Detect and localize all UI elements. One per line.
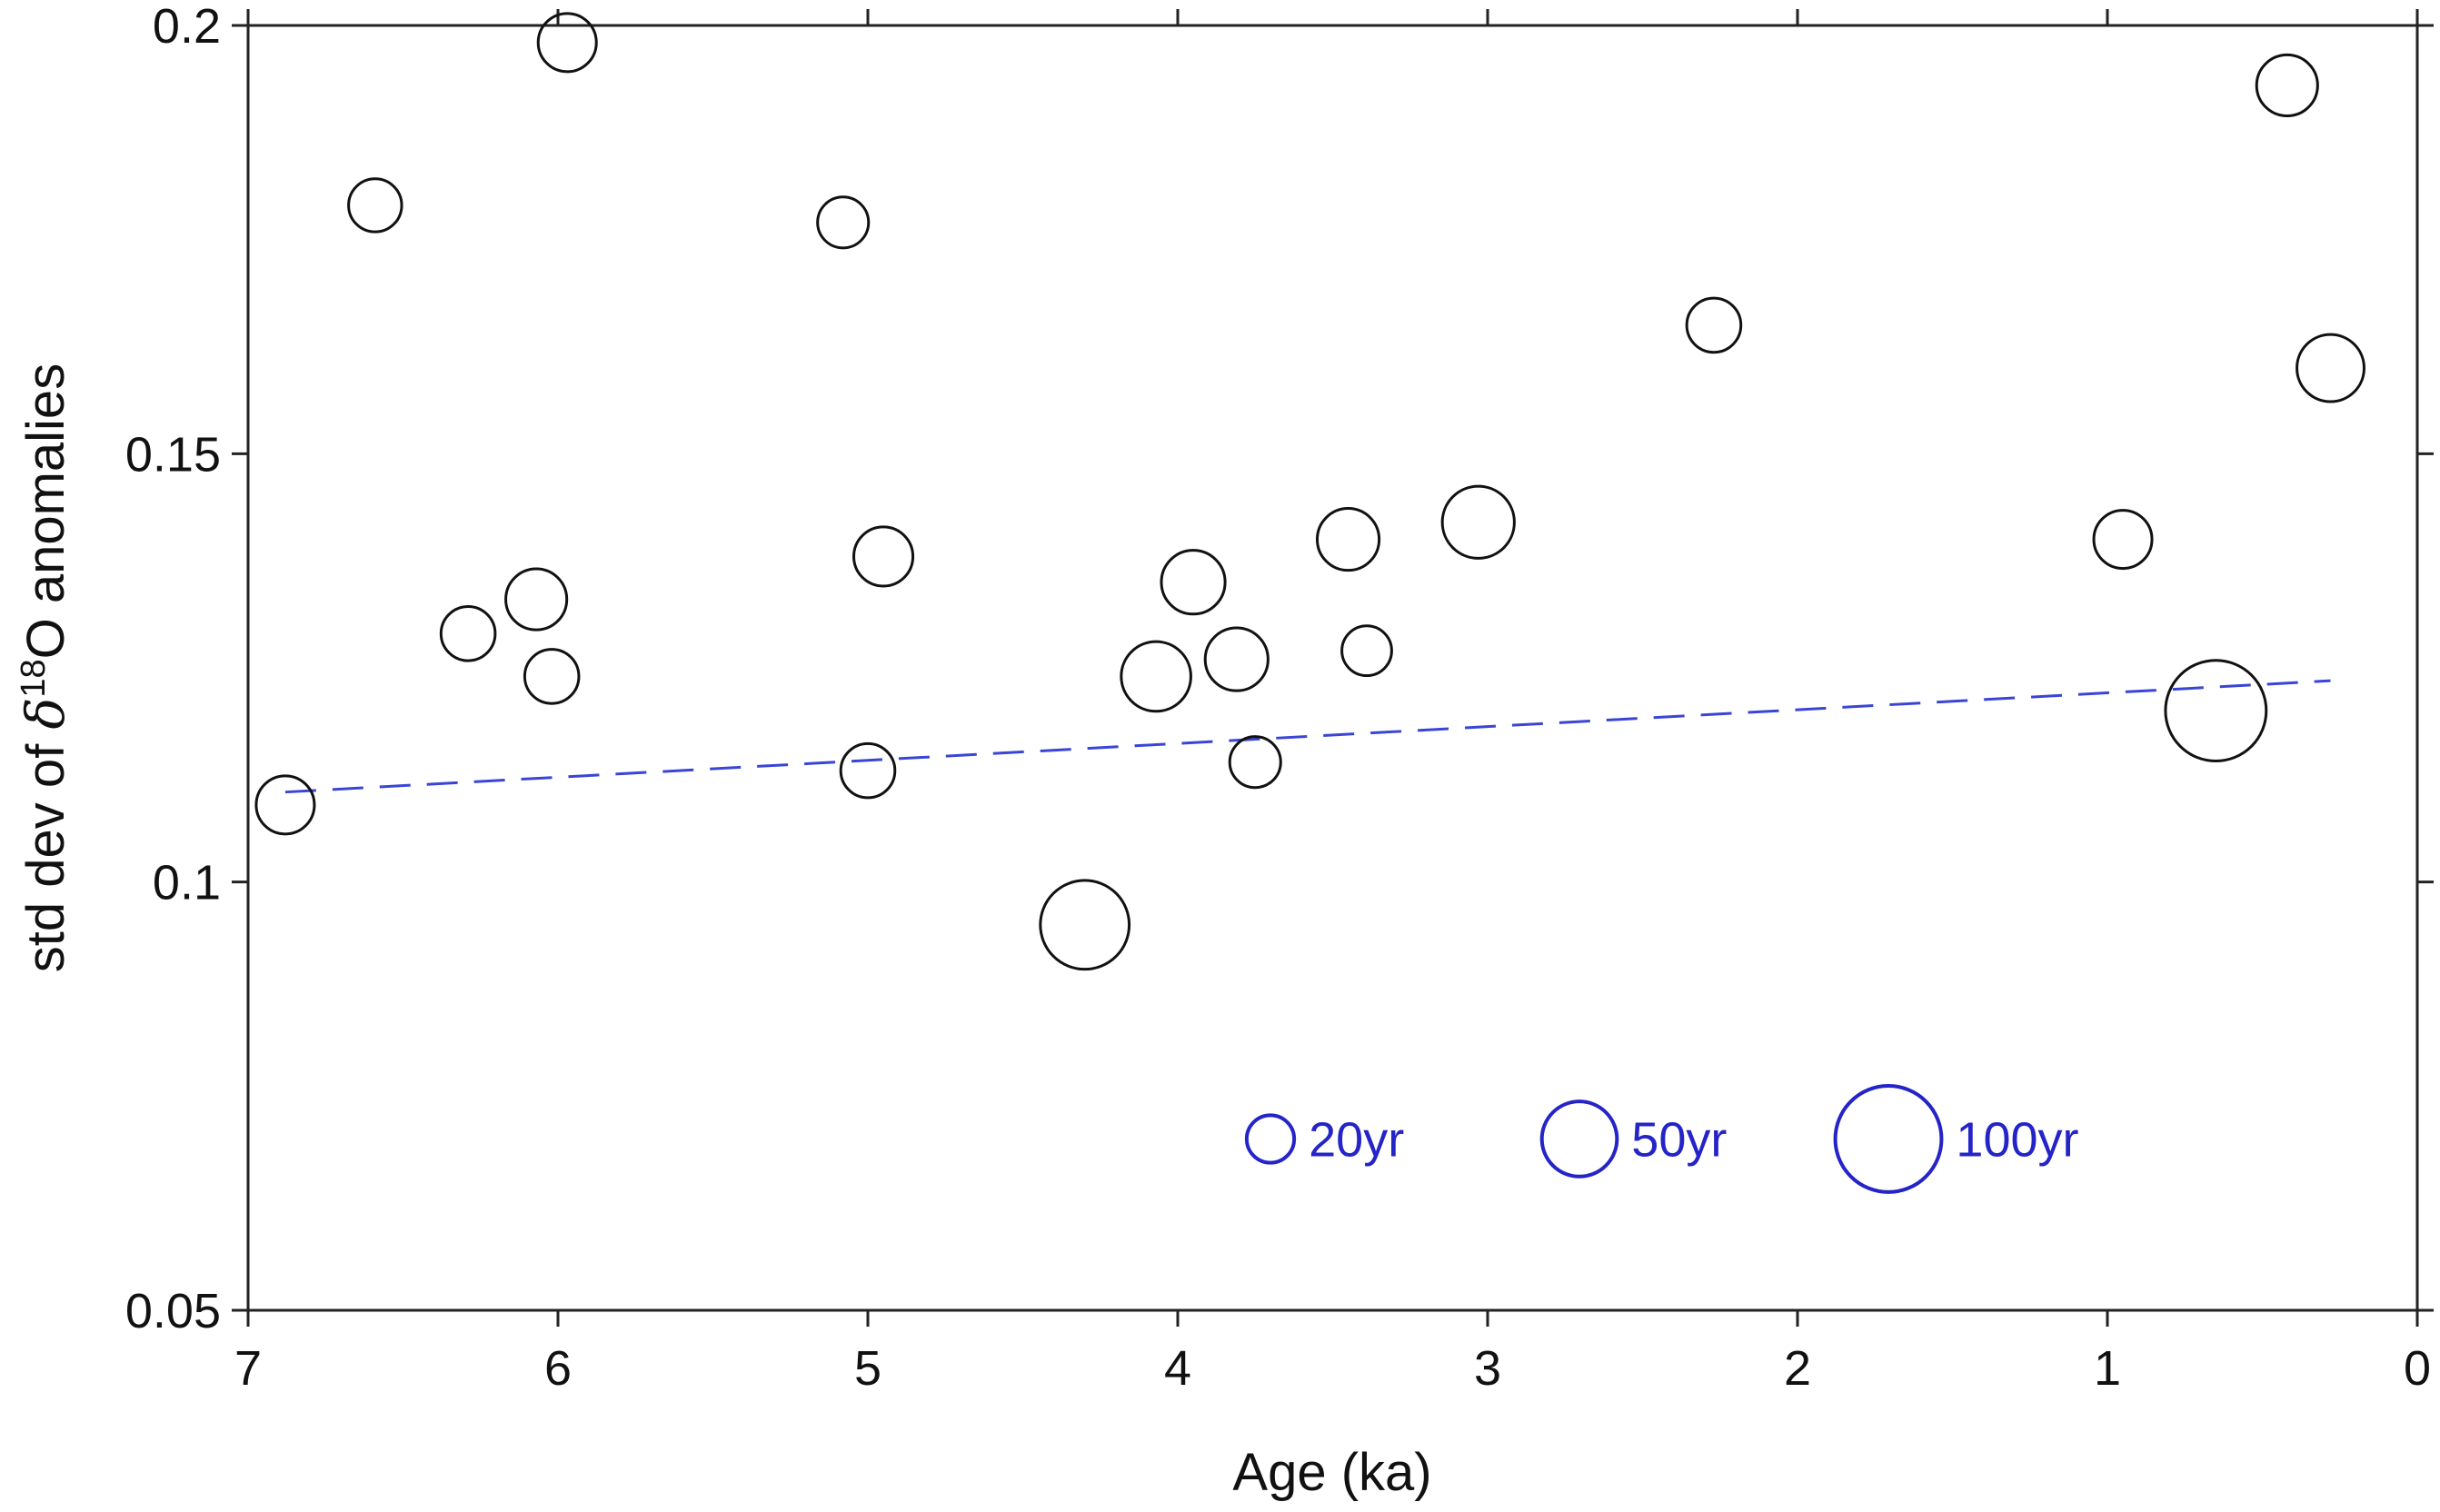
data-point: [2296, 333, 2365, 403]
legend-marker: [1833, 1084, 1944, 1194]
data-points: [254, 12, 2365, 971]
x-tick-label: 4: [1164, 1341, 1191, 1396]
data-point: [816, 195, 871, 250]
data-point: [2255, 53, 2319, 118]
data-point: [1160, 549, 1227, 616]
legend: 20yr 50yr 100yr: [1244, 1084, 2079, 1194]
legend-marker: [1539, 1099, 1619, 1179]
y-tick-label: 0.15: [125, 427, 221, 482]
data-point: [439, 605, 497, 662]
data-point: [1039, 879, 1131, 971]
y-tick-label: 0.1: [153, 856, 221, 910]
data-point: [1340, 624, 1393, 678]
data-point: [839, 741, 897, 800]
legend-marker: [1244, 1113, 1297, 1165]
data-point: [852, 525, 915, 588]
data-point: [1203, 626, 1270, 692]
data-point: [2092, 509, 2154, 571]
data-point: [1440, 484, 1516, 560]
y-axis-title-prefix: std dev of: [16, 730, 75, 973]
data-point: [347, 177, 403, 234]
data-point: [504, 567, 569, 632]
data-point: [523, 648, 581, 705]
legend-label: 20yr: [1309, 1112, 1404, 1167]
data-point: [2164, 659, 2268, 763]
x-axis-title: Age (ka): [1232, 1443, 1431, 1502]
x-tick-label: 3: [1474, 1341, 1501, 1396]
y-axis-title-delta: δ: [15, 698, 76, 730]
trend-line: [284, 679, 2331, 794]
plot-frame: [246, 24, 2419, 1312]
x-tick-label: 1: [2094, 1341, 2121, 1396]
y-tick-label: 0.2: [153, 0, 221, 54]
axis-ticks: 7 6 5 4 3 2 1 0 0.05 0.1 0.15 0.2: [125, 0, 2434, 1396]
x-tick-label: 5: [854, 1341, 881, 1396]
trend-layer: [284, 679, 2331, 794]
data-point: [536, 12, 598, 74]
x-tick-label: 0: [2404, 1341, 2431, 1396]
legend-label: 50yr: [1631, 1112, 1727, 1167]
data-point: [1228, 735, 1282, 790]
x-tick-label: 2: [1784, 1341, 1811, 1396]
data-point: [1315, 507, 1381, 572]
data-point: [1685, 296, 1743, 354]
x-tick-label: 6: [544, 1341, 572, 1396]
y-axis-title-superscript: 18: [15, 659, 53, 697]
y-axis-title-suffix: O anomalies: [16, 363, 75, 660]
y-tick-label: 0.05: [125, 1284, 221, 1338]
y-axis-title: std dev of δ18O anomalies: [15, 363, 76, 972]
x-tick-label: 7: [234, 1341, 262, 1396]
data-point: [254, 774, 316, 836]
data-point: [1120, 640, 1192, 713]
legend-label: 100yr: [1956, 1112, 2078, 1167]
